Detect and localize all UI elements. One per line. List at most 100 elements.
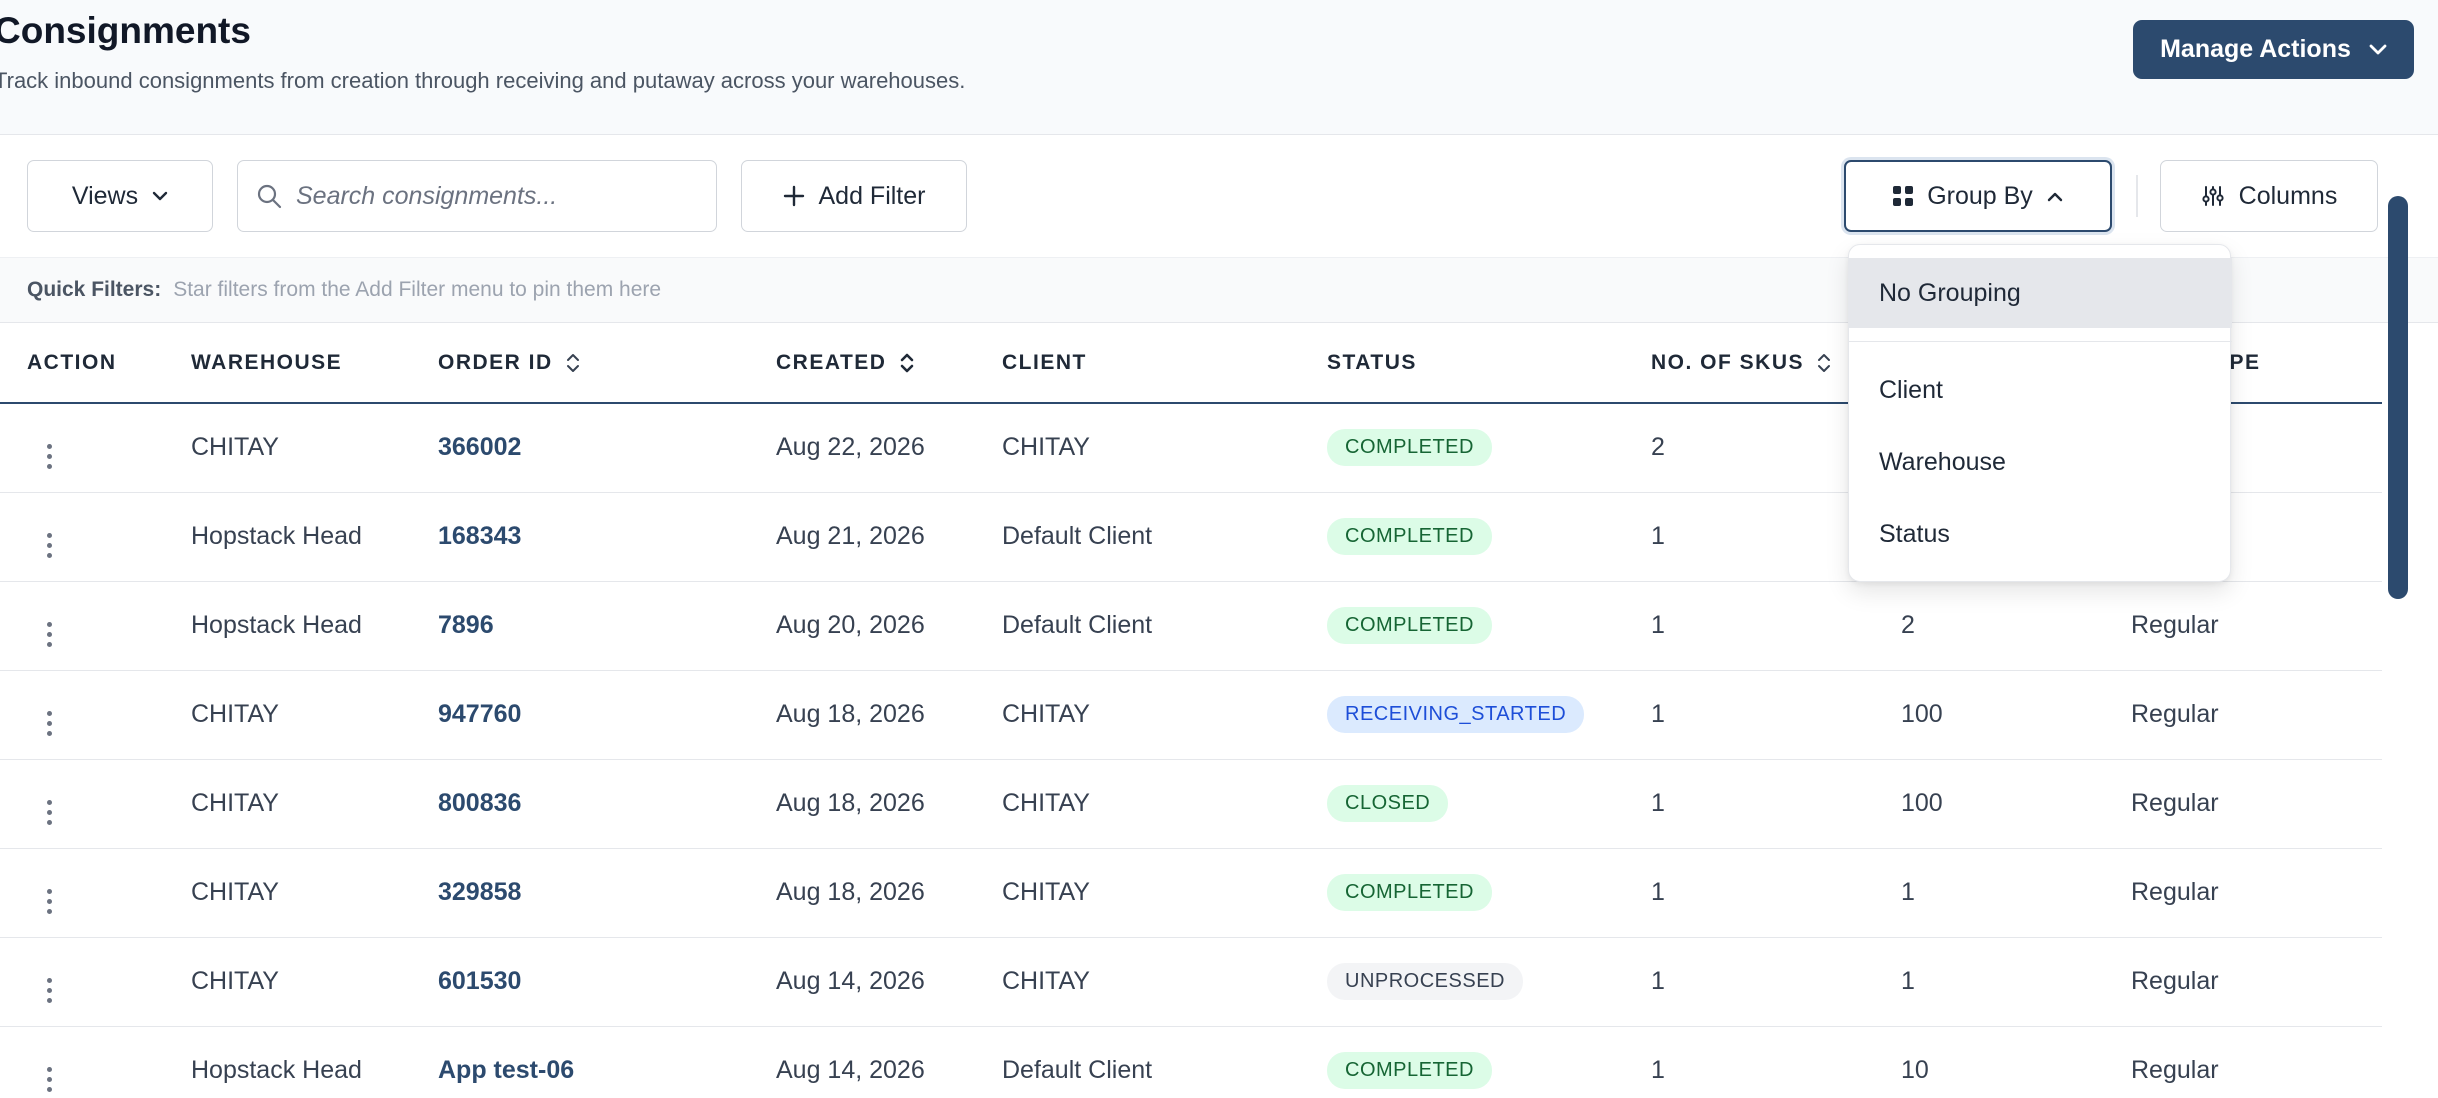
kebab-menu-icon[interactable] — [47, 888, 52, 914]
order-id-link[interactable]: 800836 — [438, 789, 522, 817]
group-by-button[interactable]: Group By — [1844, 160, 2112, 232]
status-badge: RECEIVING_STARTED — [1327, 696, 1585, 733]
plus-icon — [783, 185, 804, 207]
group-by-option-client[interactable]: Client — [1879, 375, 1943, 404]
group-by-option-no-grouping[interactable]: No Grouping — [1849, 258, 2232, 328]
group-by-option-status[interactable]: Status — [1879, 519, 1950, 548]
qty-order-type-cell: 1 Regular — [1901, 937, 2382, 1027]
columns-button[interactable]: Columns — [2160, 160, 2378, 232]
table-row[interactable]: CHITAY 947760 Aug 18, 2026 CHITAY RECEIVING_… — [0, 670, 2382, 760]
row-action-cell — [0, 848, 191, 938]
kebab-menu-icon[interactable] — [47, 1066, 52, 1092]
client-cell: CHITAY — [1002, 937, 1327, 1027]
table-row[interactable]: Hopstack Head 168343 Aug 21, 2026 Default C… — [0, 492, 2382, 582]
sliders-icon — [2202, 186, 2224, 206]
client-cell: Default Client — [1002, 1026, 1327, 1098]
group-by-label: Group By — [1927, 181, 2033, 210]
quantity-value: 1 — [1901, 878, 1915, 906]
page-header: Consignments Track inbound consignments … — [0, 0, 2438, 134]
add-filter-button[interactable]: Add Filter — [741, 160, 967, 232]
quantity-value: 100 — [1901, 789, 1943, 817]
kebab-menu-icon[interactable] — [47, 710, 52, 736]
warehouse-cell: CHITAY — [191, 670, 438, 760]
kebab-menu-icon[interactable] — [47, 621, 52, 647]
status-badge: COMPLETED — [1327, 607, 1492, 644]
sort-icon[interactable] — [900, 352, 914, 374]
order-type-value: Regular — [2131, 611, 2219, 639]
table-row[interactable]: CHITAY 601530 Aug 14, 2026 CHITAY UNPROCESSE… — [0, 937, 2382, 1027]
order-type-value: Regular — [2131, 789, 2219, 817]
skus-cell: 1 — [1651, 937, 1901, 1027]
order-id-link[interactable]: 601530 — [438, 967, 522, 995]
order-type-value: Regular — [2131, 700, 2219, 728]
row-action-cell — [0, 403, 191, 493]
table-row[interactable]: CHITAY 800836 Aug 18, 2026 CHITAY CLOSED 1 100… — [0, 759, 2382, 849]
sort-icon[interactable] — [1817, 352, 1831, 374]
consignments-table: ACTION WAREHOUSE ORDER ID CREATED CLIENT… — [0, 323, 2382, 1098]
views-button[interactable]: Views — [27, 160, 213, 232]
qty-order-type-cell: 10 Regular — [1901, 1026, 2382, 1098]
status-badge: COMPLETED — [1327, 429, 1492, 467]
kebab-menu-icon[interactable] — [47, 977, 52, 1003]
column-header-order-id[interactable]: ORDER ID — [438, 323, 776, 404]
skus-cell: 1 — [1651, 759, 1901, 849]
order-id-link[interactable]: 366002 — [438, 433, 522, 462]
order-id-cell: 947760 — [438, 670, 776, 760]
consignments-table-wrapper: ACTION WAREHOUSE ORDER ID CREATED CLIENT… — [0, 323, 2382, 1098]
order-id-link[interactable]: App test-06 — [438, 1056, 575, 1084]
dropdown-divider — [1849, 341, 2232, 342]
column-header-status: STATUS — [1327, 323, 1651, 404]
columns-label: Columns — [2238, 181, 2338, 210]
status-cell: COMPLETED — [1327, 403, 1651, 493]
search-icon — [257, 184, 282, 209]
column-header-created[interactable]: CREATED — [776, 323, 1002, 404]
status-cell: RECEIVING_STARTED — [1327, 670, 1651, 760]
client-cell: CHITAY — [1002, 759, 1327, 849]
column-header-order-id-label: ORDER ID — [438, 350, 553, 374]
status-cell: UNPROCESSED — [1327, 937, 1651, 1027]
status-cell: CLOSED — [1327, 759, 1651, 849]
manage-actions-button[interactable]: Manage Actions — [2133, 20, 2414, 79]
grid-icon — [1893, 186, 1914, 206]
order-id-cell: 7896 — [438, 581, 776, 671]
page-title: Consignments — [0, 10, 251, 51]
table-body: CHITAY 366002 Aug 22, 2026 CHITAY COMPLETED 2… — [0, 403, 2382, 1098]
status-badge: COMPLETED — [1327, 518, 1492, 555]
views-label: Views — [71, 181, 139, 210]
kebab-menu-icon[interactable] — [47, 799, 52, 825]
kebab-menu-icon[interactable] — [47, 443, 52, 469]
group-by-option-warehouse[interactable]: Warehouse — [1879, 447, 2006, 476]
toolbar-divider — [2136, 175, 2138, 217]
row-action-cell — [0, 1026, 191, 1098]
table-row[interactable]: Hopstack Head 7896 Aug 20, 2026 Default Cli… — [0, 581, 2382, 671]
kebab-menu-icon[interactable] — [47, 532, 52, 558]
order-type-value: Regular — [2131, 967, 2219, 995]
table-row[interactable]: Hopstack Head App test-06 Aug 14, 2026 Defa… — [0, 1026, 2382, 1098]
search-input[interactable] — [296, 181, 696, 211]
status-badge: UNPROCESSED — [1327, 963, 1523, 1000]
created-cell: Aug 18, 2026 — [776, 670, 1002, 760]
qty-order-type-cell: 1 Regular — [1901, 848, 2382, 938]
order-id-link[interactable]: 947760 — [438, 700, 522, 728]
sort-icon[interactable] — [566, 352, 580, 374]
client-cell: CHITAY — [1002, 670, 1327, 760]
order-id-link[interactable]: 7896 — [438, 611, 494, 639]
column-header-skus-label: NO. OF SKUS — [1651, 350, 1805, 374]
order-id-cell: 601530 — [438, 937, 776, 1027]
qty-order-type-cell: 100 Regular — [1901, 670, 2382, 760]
client-cell: Default Client — [1002, 581, 1327, 671]
table-row[interactable]: CHITAY 329858 Aug 18, 2026 CHITAY COMPLETED 1… — [0, 848, 2382, 938]
skus-cell: 1 — [1651, 581, 1901, 671]
client-cell: CHITAY — [1002, 403, 1327, 493]
quick-filters-hint: Star filters from the Add Filter menu to… — [173, 278, 662, 301]
order-type-value: Regular — [2131, 1056, 2219, 1084]
column-header-created-label: CREATED — [776, 350, 887, 374]
table-scrollbar-thumb[interactable] — [2388, 196, 2408, 599]
chevron-up-icon — [2047, 192, 2062, 201]
row-action-cell — [0, 937, 191, 1027]
order-id-link[interactable]: 168343 — [438, 522, 522, 550]
warehouse-cell: CHITAY — [191, 848, 438, 938]
warehouse-cell: CHITAY — [191, 759, 438, 849]
order-id-link[interactable]: 329858 — [438, 878, 522, 906]
status-badge: COMPLETED — [1327, 1052, 1492, 1089]
